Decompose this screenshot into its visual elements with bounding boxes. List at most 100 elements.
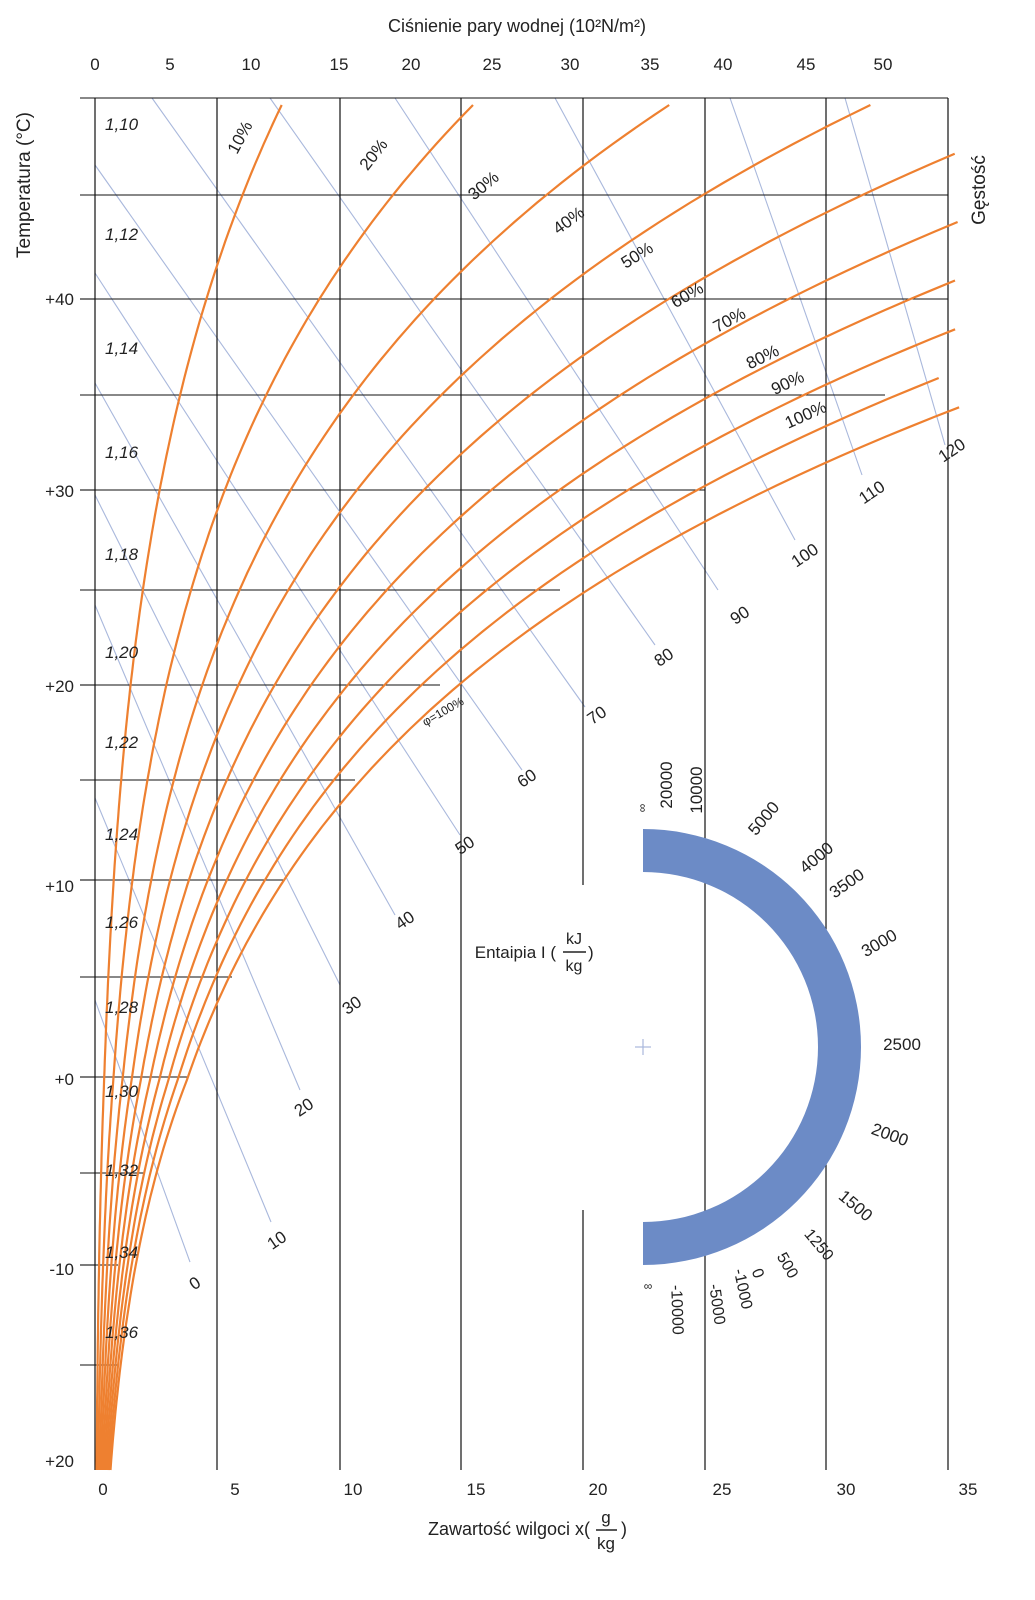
rh-curve-70% (104, 279, 956, 1471)
protractor-scale-label: 10000 (687, 766, 706, 813)
bottom-axis-title: Zawartość wilgoci x( (428, 1519, 590, 1539)
enthalpy-label: 80 (651, 644, 677, 670)
density-label: 1,32 (105, 1161, 139, 1180)
protractor-scale-label: 500 (773, 1250, 801, 1282)
enthalpy-label: 120 (935, 435, 969, 467)
protractor-scale-label: ∞ (644, 1279, 653, 1293)
rh-label: 90% (768, 367, 807, 399)
enthalpy-line-12 (844, 97, 946, 446)
enthalpy-label: 50 (452, 832, 478, 858)
top-axis-tick-label: 5 (165, 55, 174, 74)
density-label: 1,20 (105, 643, 139, 662)
rh-curve-10% (95, 104, 283, 1471)
enthalpy-line-8 (269, 97, 656, 646)
protractor-band (643, 829, 861, 1265)
enthalpy-label: 0 (186, 1273, 204, 1294)
rh-label: 20% (356, 135, 392, 174)
density-label: 1,16 (105, 443, 139, 462)
protractor-title-close: ) (588, 943, 594, 962)
enthalpy-label: 10 (264, 1227, 290, 1253)
bottom-axis-tick-label: 5 (230, 1480, 239, 1499)
left-axis-tick-label: +30 (45, 482, 74, 501)
left-axis-title: Temperatura (°C) (14, 112, 35, 258)
protractor-unit-denominator: kg (566, 958, 583, 975)
protractor-scale-label: -10000 (667, 1285, 686, 1335)
protractor-scale-label: 1500 (835, 1186, 876, 1225)
right-axis-title: Gęstość (969, 155, 990, 225)
protractor-title: Entaipia I ( (475, 943, 557, 962)
enthalpy-line-1 (94, 797, 272, 1223)
protractor-scale-label: 4000 (796, 838, 837, 877)
enthalpy-label: 90 (727, 602, 753, 628)
rh-curve-80% (106, 328, 956, 1471)
rh-label: 60% (668, 279, 707, 312)
rh-curve-50% (101, 152, 956, 1471)
enthalpy-label: 100 (788, 540, 822, 572)
rh-label: 30% (464, 168, 502, 204)
left-axis-tick-label: +0 (55, 1070, 74, 1089)
protractor-scale-label: -5000 (705, 1283, 728, 1326)
bottom-axis-tick-label: 10 (344, 1480, 363, 1499)
top-axis-tick-label: 30 (561, 55, 580, 74)
enthalpy-label: 60 (514, 765, 540, 791)
top-axis-tick-label: 50 (874, 55, 893, 74)
bottom-axis-tick-label: 30 (837, 1480, 856, 1499)
density-label: 1,36 (105, 1323, 139, 1342)
top-axis-tick-label: 15 (330, 55, 349, 74)
protractor-unit-numerator: kJ (566, 931, 582, 948)
rh-curve-60% (103, 220, 959, 1471)
enthalpy-label: 30 (339, 992, 365, 1018)
bottom-axis-title-close: ) (621, 1519, 627, 1539)
left-axis-tick-label: +20 (45, 677, 74, 696)
top-axis-tick-label: 10 (242, 55, 261, 74)
rh-curve-100% (109, 406, 960, 1471)
density-label: 1,24 (105, 825, 138, 844)
rh-label: 70% (710, 304, 749, 337)
humidity-curves (95, 104, 960, 1471)
top-axis-tick-label: 40 (714, 55, 733, 74)
rh-label: 40% (549, 203, 588, 238)
bottom-axis-tick-label: 0 (98, 1480, 107, 1499)
top-axis-title: Ciśnienie pary wodnej (10²N/m²) (388, 16, 646, 36)
density-label: 1,26 (105, 913, 139, 932)
protractor-scale-label: 2000 (869, 1119, 911, 1150)
bottom-axis-unit-denominator: kg (597, 1534, 615, 1553)
left-axis-tick-label: +20 (45, 1452, 74, 1471)
enthalpy-line-6 (94, 164, 523, 771)
top-axis-tick-label: 0 (90, 55, 99, 74)
enthalpy-line-11 (729, 97, 863, 476)
enthalpy-label: 110 (855, 477, 888, 508)
density-label: 1,12 (105, 225, 139, 244)
protractor-scale-label: ∞ (635, 804, 649, 813)
enthalpy-label: 40 (392, 907, 418, 933)
top-axis-tick-label: 25 (483, 55, 502, 74)
density-label: 1,28 (105, 998, 139, 1017)
enthalpy-label: 20 (291, 1094, 317, 1120)
rh-label: 50% (618, 238, 657, 272)
left-axis-tick-label: +40 (45, 290, 74, 309)
enthalpy-line-0 (94, 999, 191, 1263)
enthalpy-line-5 (94, 272, 461, 836)
density-label: 1,22 (105, 733, 139, 752)
enthalpy-line-7 (151, 97, 586, 708)
rh-label: 10% (224, 118, 257, 157)
top-axis-tick-label: 20 (402, 55, 421, 74)
density-label: 1,10 (105, 115, 139, 134)
rh-curve-40% (100, 104, 871, 1471)
density-label: 1,18 (105, 545, 139, 564)
bottom-axis-tick-label: 15 (467, 1480, 486, 1499)
enthalpy-label: 70 (584, 702, 610, 728)
protractor-scale-label: 5000 (744, 798, 783, 839)
enthalpy-protractor: Entaipia I ( kJ kg) ∞ 20000 10000 5000 40003500… (475, 761, 921, 1335)
top-axis-tick-label: 35 (641, 55, 660, 74)
bottom-axis-tick-label: 25 (713, 1480, 732, 1499)
protractor-scale-label: 20000 (657, 761, 676, 808)
bottom-axis-unit-numerator: g (601, 1508, 610, 1527)
density-label: 1,34 (105, 1243, 138, 1262)
protractor-scale-label: 3500 (826, 865, 868, 902)
rh-curve-30% (98, 104, 670, 1471)
density-label: 1,14 (105, 339, 138, 358)
enthalpy-line-4 (94, 382, 396, 916)
